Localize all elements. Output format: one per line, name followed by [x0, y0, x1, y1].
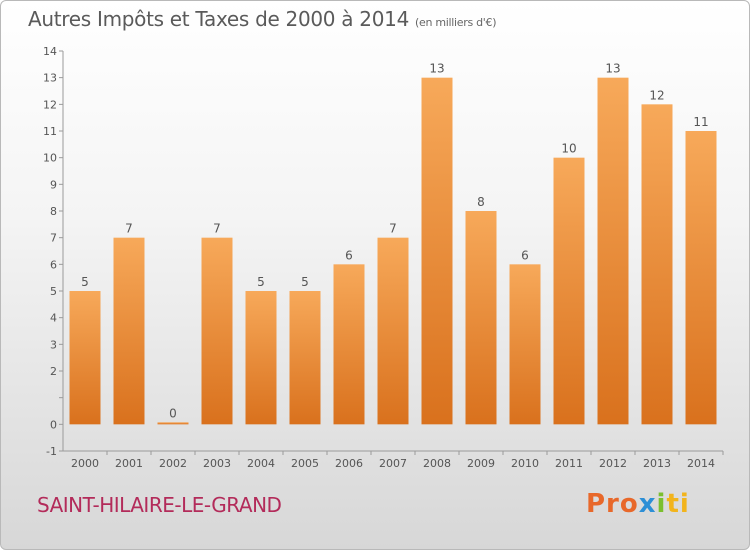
y-tick-label: 5: [50, 285, 57, 298]
bar-value-label: 13: [429, 62, 444, 76]
bar: [421, 77, 453, 425]
y-tick-label: 7: [50, 232, 57, 245]
x-tick-label: 2007: [379, 457, 407, 470]
proxiti-logo[interactable]: Proxiti: [586, 489, 690, 519]
y-tick-label: 14: [43, 45, 57, 58]
commune-name: SAINT-HILAIRE-LE-GRAND: [37, 493, 282, 517]
bar: [465, 211, 497, 425]
bar: [641, 104, 673, 425]
bar: [201, 237, 233, 425]
y-tick-label: 12: [43, 98, 57, 111]
bar: [553, 157, 585, 425]
x-tick-label: 2004: [247, 457, 275, 470]
x-tick-label: 2003: [203, 457, 231, 470]
bar-value-label: 5: [81, 275, 89, 289]
x-tick-label: 2006: [335, 457, 363, 470]
x-tick-label: 2002: [159, 457, 187, 470]
y-tick-label: 13: [43, 72, 57, 85]
y-tick-label: 11: [43, 125, 57, 138]
bar-value-label: 10: [561, 142, 576, 156]
logo-part-1: Pro: [586, 489, 639, 519]
bar-value-label: 11: [693, 115, 708, 129]
y-tick-label: 8: [50, 205, 57, 218]
bar: [69, 291, 101, 425]
bar: [289, 291, 321, 425]
y-tick-label: 2: [50, 365, 57, 378]
x-tick-label: 2008: [423, 457, 451, 470]
bar-value-label: 7: [213, 222, 221, 236]
y-tick-label: 6: [50, 258, 57, 271]
y-tick-label: 3: [50, 338, 57, 351]
x-tick-label: 2014: [687, 457, 715, 470]
bar: [245, 291, 277, 425]
y-tick-label: 10: [43, 152, 57, 165]
bar-value-label: 5: [301, 275, 309, 289]
x-tick-label: 2013: [643, 457, 671, 470]
y-tick-label: 0: [50, 418, 57, 431]
bar-value-label: 6: [521, 248, 529, 262]
bar: [509, 264, 541, 425]
x-tick-label: 2005: [291, 457, 319, 470]
bar-value-label: 12: [649, 88, 664, 102]
logo-part-4: ti: [666, 489, 690, 519]
x-tick-label: 2012: [599, 457, 627, 470]
x-tick-label: 2011: [555, 457, 583, 470]
bar-value-label: 8: [477, 195, 485, 209]
x-tick-label: 2009: [467, 457, 495, 470]
bar: [685, 131, 717, 425]
chart-title: Autres Impôts et Taxes de 2000 à 2014 (en…: [28, 7, 496, 31]
logo-part-3: i: [656, 489, 667, 519]
bar: [597, 77, 629, 425]
x-tick-label: 2000: [71, 457, 99, 470]
bar-value-label: 7: [125, 222, 133, 236]
bar: [113, 237, 145, 425]
bar-value-label: 7: [389, 222, 397, 236]
y-tick-label: 4: [50, 312, 57, 325]
bar-value-label: 5: [257, 275, 265, 289]
x-tick-label: 2010: [511, 457, 539, 470]
bar-value-label: 13: [605, 62, 620, 76]
logo-part-2: x: [638, 489, 657, 519]
y-tick-label: -1: [46, 445, 57, 458]
y-tick-label: 9: [50, 178, 57, 191]
bar-value-label: 6: [345, 248, 353, 262]
chart-subtitle: (en milliers d'€): [415, 16, 497, 29]
bar-value-label: 0: [169, 406, 177, 420]
bar: [377, 237, 409, 425]
bar: [333, 264, 365, 425]
bar: [157, 422, 189, 425]
x-tick-label: 2001: [115, 457, 143, 470]
chart-title-text: Autres Impôts et Taxes de 2000 à 2014: [28, 7, 409, 31]
